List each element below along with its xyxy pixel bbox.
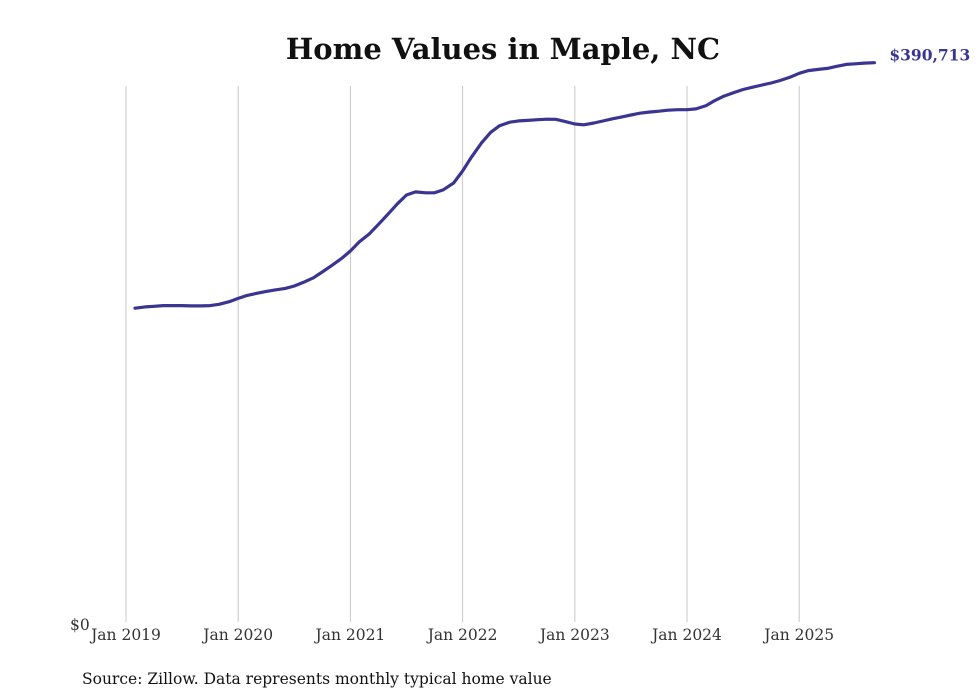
chart-title: Home Values in Maple, NC: [286, 32, 720, 66]
x-tick-label: Jan 2019: [89, 626, 161, 644]
x-axis-ticks: Jan 2019 Jan 2020 Jan 2021 Jan 2022 Jan 2023…: [89, 626, 834, 644]
home-values-chart: Home Values in Maple, NC Jan 2019 Jan 202…: [0, 0, 980, 699]
x-tick-label: Jan 2020: [201, 626, 273, 644]
x-tick-label: Jan 2022: [426, 626, 498, 644]
y-axis-zero-label: $0: [70, 616, 90, 634]
x-tick-label: Jan 2021: [313, 626, 385, 644]
gridlines: [126, 86, 799, 622]
home-value-line: [135, 63, 874, 309]
latest-value-label: $390,713: [889, 46, 970, 65]
x-tick-label: Jan 2024: [650, 626, 722, 644]
x-tick-label: Jan 2023: [538, 626, 610, 644]
x-tick-label: Jan 2025: [762, 626, 834, 644]
source-note: Source: Zillow. Data represents monthly …: [82, 670, 552, 688]
